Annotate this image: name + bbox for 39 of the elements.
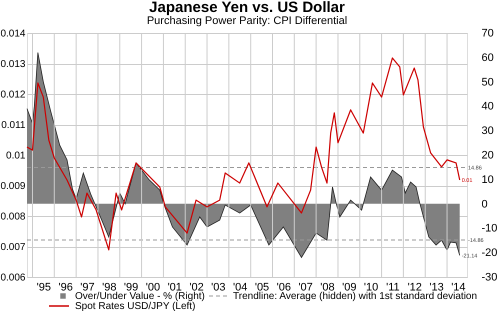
y-tick-label: 0.011: [1, 120, 26, 131]
text: Trendline: Average (hidden) with 1st standard deviation: [233, 291, 478, 302]
y2-tick-label: 20: [482, 150, 494, 162]
x-tick-label: '96: [58, 282, 73, 294]
legend-label: Over/Under Value - % (Right): [75, 291, 205, 302]
y-tick-label: 0.013: [0, 59, 26, 70]
y-tick-label: 0.009: [0, 181, 26, 192]
y2-tick-label: 40: [482, 100, 494, 113]
y2-tick-label: 70: [482, 28, 494, 40]
y-tick-label: 0.007: [0, 242, 26, 253]
x-tick-label: '03: [211, 282, 226, 294]
x-tick-label: '06: [276, 282, 291, 294]
y-tick-label: 0.01: [6, 150, 26, 162]
x-tick-label: '97: [80, 282, 95, 294]
x-tick-label: '04: [233, 282, 248, 294]
y-tick-label: 0.012: [0, 90, 26, 100]
y-tick-label: 0.006: [0, 272, 26, 284]
x-tick-label: '07: [298, 282, 313, 294]
y2-tick-label: 0: [482, 198, 488, 210]
x-tick-label: '95: [36, 282, 51, 294]
y2-tick-label: 10: [482, 174, 494, 186]
chart-subtitle: Purchasing Power Parity: CPI Differential: [146, 15, 348, 27]
x-tick-label: '13: [429, 282, 444, 294]
x-tick-label: '99: [124, 282, 138, 294]
y2-tick-label: -20: [482, 247, 498, 260]
legend-label: Spot Rates USD/JPY (Left): [75, 301, 196, 311]
y-tick-label: 0.008: [0, 212, 26, 222]
x-tick-label: '09: [342, 282, 356, 294]
y2-tick-label: 50: [482, 76, 494, 88]
x-tick-label: '11: [386, 282, 400, 294]
x-tick-label: '12: [408, 282, 422, 294]
y2-tick-label: -10: [482, 222, 498, 235]
y2-tick-label: 60: [482, 52, 494, 64]
y-tick-label: 0.014: [0, 28, 26, 40]
y2-tick-label: -30: [482, 272, 498, 284]
x-tick-label: '00: [146, 282, 160, 294]
x-tick-label: '98: [102, 282, 116, 294]
y2-tick-label: 30: [482, 125, 494, 138]
chart-title: Japanese Yen vs. US Dollar: [149, 0, 345, 16]
